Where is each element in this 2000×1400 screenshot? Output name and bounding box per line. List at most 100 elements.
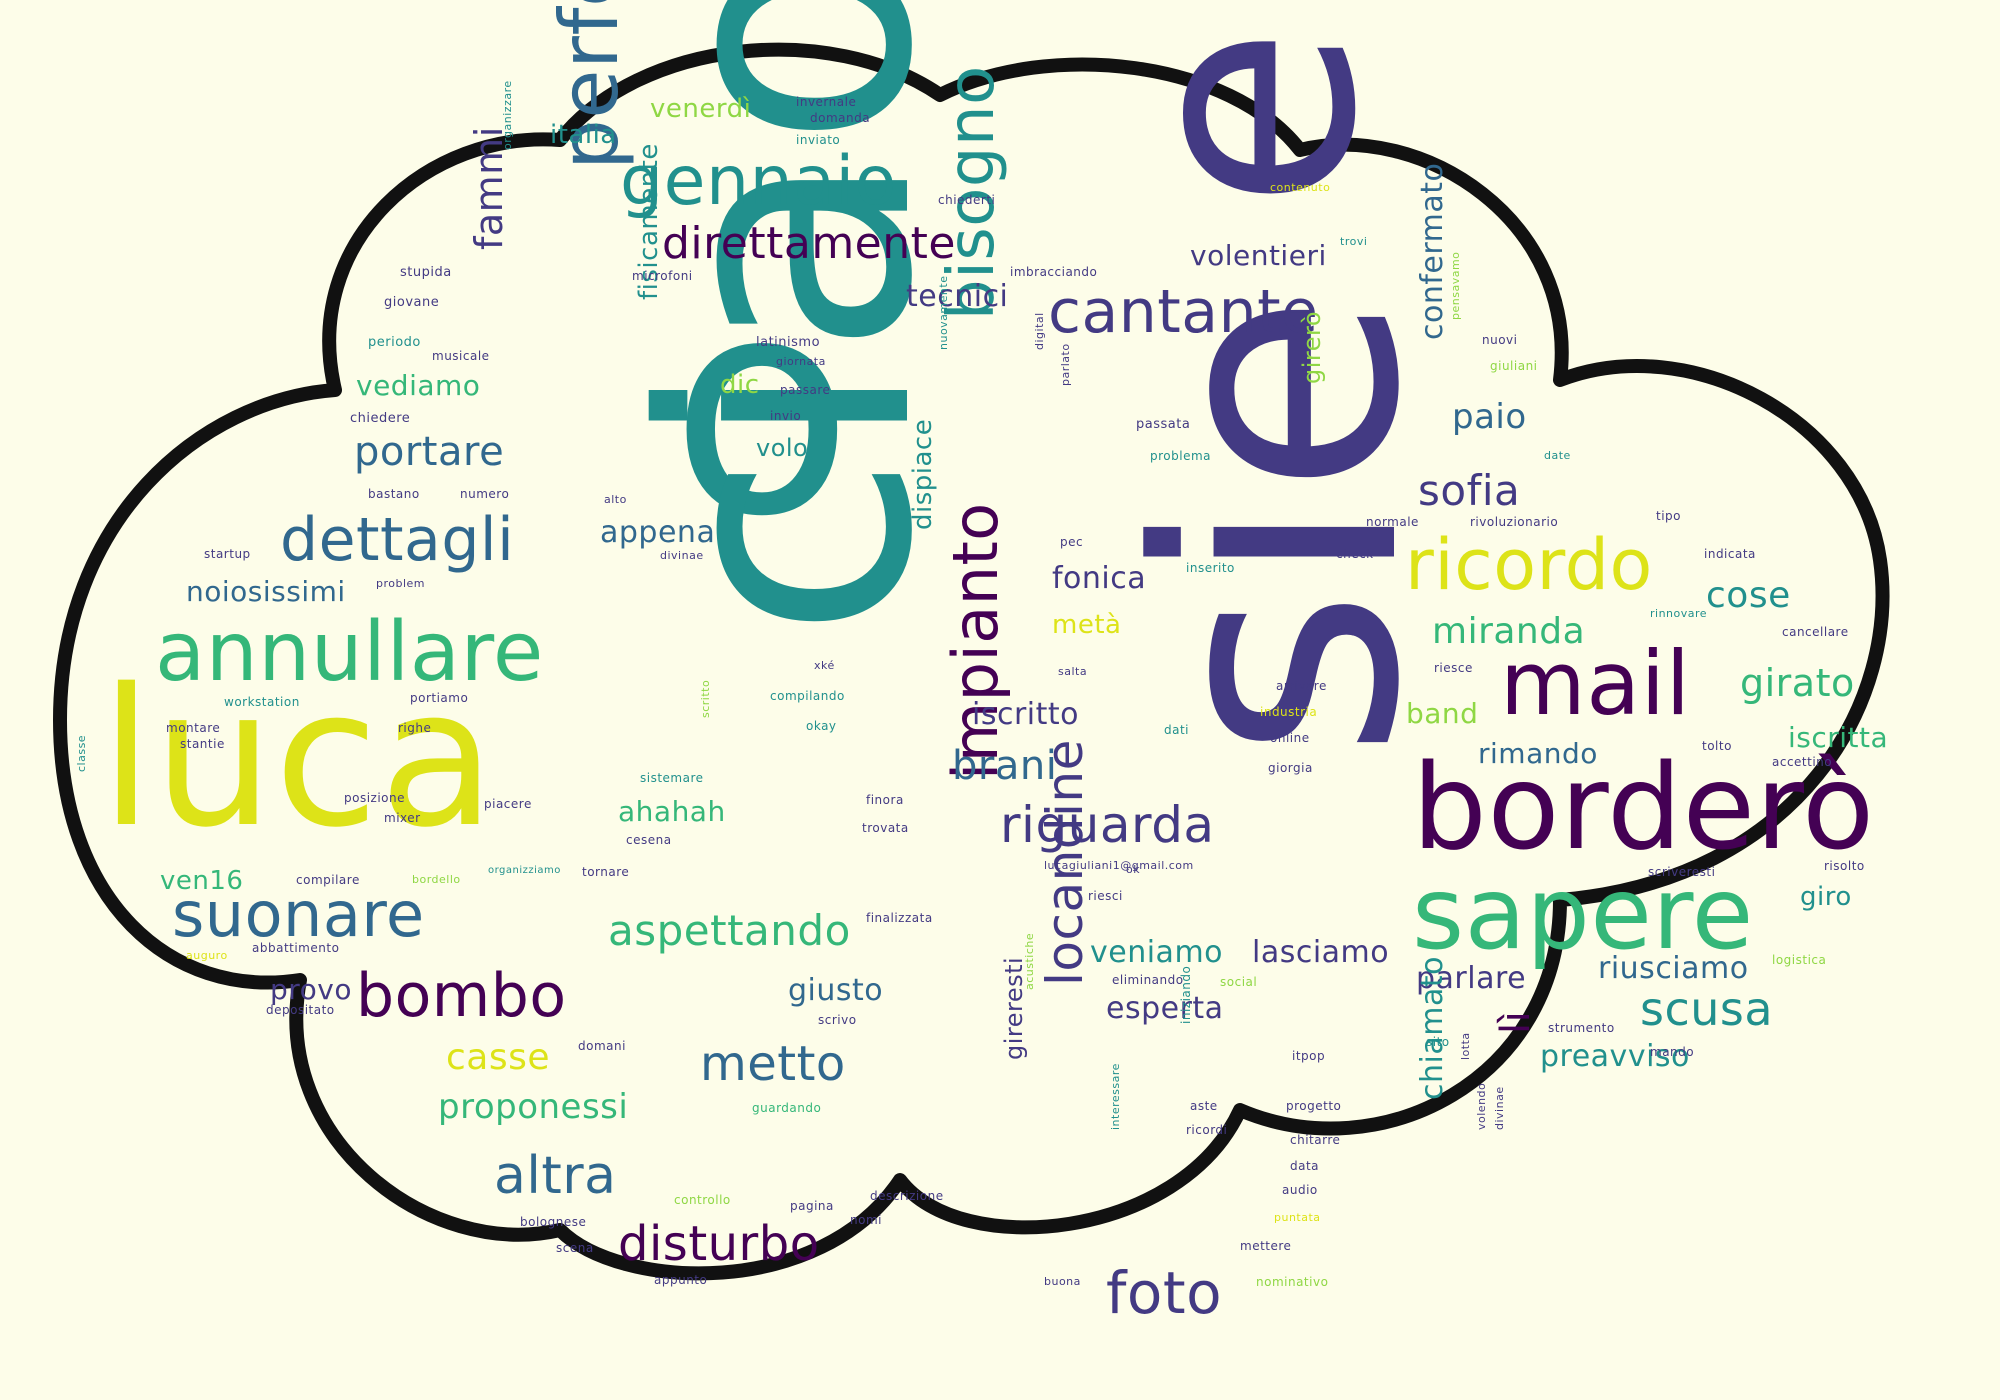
- word-ahahah: ahahah: [618, 795, 726, 828]
- word-social: social: [1220, 975, 1258, 989]
- word-finora: finora: [866, 793, 904, 807]
- word-iscritta: iscritta: [1788, 721, 1889, 754]
- word-paio: paio: [1452, 397, 1527, 437]
- word-workstation: workstation: [224, 695, 300, 709]
- word-dic: dic: [720, 370, 760, 400]
- word-contenuto: contenuto: [1270, 181, 1331, 194]
- word-appunto: appunto: [654, 1273, 708, 1287]
- word-passare: passare: [780, 383, 831, 397]
- word-veniamo: veniamo: [1090, 935, 1224, 970]
- word-dispiace: dispiace: [908, 418, 938, 530]
- word-bordello: bordello: [412, 873, 461, 886]
- word-mettere: mettere: [1240, 1239, 1292, 1253]
- word-disturbo: disturbo: [618, 1216, 820, 1272]
- word-data: data: [1290, 1159, 1320, 1173]
- word-chitarre: chitarre: [1290, 1133, 1341, 1147]
- word-lasciamo: lasciamo: [1252, 935, 1390, 970]
- word-tipo: tipo: [1656, 509, 1681, 523]
- word-classe: classe: [75, 734, 88, 772]
- word-portare: portare: [354, 429, 505, 475]
- word-auguro: auguro: [186, 949, 228, 962]
- word-nominativo: nominativo: [1256, 1275, 1329, 1289]
- word-portiamo: portiamo: [410, 691, 469, 705]
- word-giuliani: giuliani: [1490, 359, 1538, 373]
- word-abbattimento: abbattimento: [252, 941, 340, 955]
- word-pec: pec: [1060, 535, 1084, 549]
- word-direttamente: direttamente: [662, 218, 956, 269]
- word-normale: normale: [1366, 515, 1419, 529]
- word-invio: invio: [770, 409, 802, 423]
- word-proponessi: proponessi: [438, 1087, 629, 1127]
- word-ok: ok: [1126, 863, 1141, 876]
- word-depositato: depositato: [266, 1003, 335, 1017]
- word-trovata: trovata: [862, 821, 909, 835]
- word-sito: sito: [1426, 1035, 1450, 1049]
- word-aste: aste: [1190, 1099, 1218, 1113]
- word-venerdi: venerdì: [650, 94, 752, 124]
- word-luca: luca: [100, 648, 497, 869]
- word-pensavamo: pensavamo: [1449, 251, 1462, 320]
- word-casse: casse: [446, 1037, 551, 1078]
- word-accettino: accettino: [1772, 755, 1833, 769]
- word-girero: girerò: [1298, 310, 1326, 384]
- word-o: o: [670, 233, 855, 582]
- word-foto: foto: [1106, 1259, 1223, 1327]
- word-nuovi: nuovi: [1482, 333, 1518, 347]
- word-problem: problem: [376, 577, 426, 590]
- word-mando: mando: [1650, 1045, 1695, 1059]
- word-giorgia: giorgia: [1268, 761, 1313, 775]
- word-bombo: bombo: [356, 961, 567, 1031]
- word-volo: volo: [756, 434, 809, 462]
- word-risolto: risolto: [1824, 859, 1865, 873]
- word-compilando: compilando: [770, 689, 845, 703]
- word-gennaio: gennaio: [620, 142, 897, 221]
- word-alto: alto: [604, 493, 627, 506]
- word-noiosissimi: noiosissimi: [186, 575, 346, 608]
- word-rinnovare: rinnovare: [1650, 607, 1708, 620]
- word-e: e: [1073, 24, 1422, 210]
- word-giovane: giovane: [384, 295, 440, 310]
- word-xke: xké: [814, 659, 835, 672]
- word-divinae-2: divinae: [1493, 1086, 1506, 1130]
- word-domanda: domanda: [810, 111, 871, 125]
- word-audio: audio: [1282, 1183, 1318, 1197]
- word-progetto: progetto: [1286, 1099, 1342, 1113]
- word-volentieri: volentieri: [1190, 239, 1327, 272]
- word-riesci: riesci: [1088, 889, 1123, 903]
- word-inviato: inviato: [796, 133, 841, 147]
- word-preavviso: preavviso: [1540, 1039, 1690, 1074]
- word-cesena: cesena: [626, 833, 672, 847]
- word-nomi: nomi: [850, 1213, 882, 1227]
- word-date: date: [1544, 449, 1571, 462]
- word-cantante: cantante: [1048, 277, 1319, 347]
- word-guardando: guardando: [752, 1101, 822, 1115]
- word-brani: brani: [952, 743, 1058, 789]
- word-italia: italia: [550, 120, 617, 150]
- word-tecnici: tecnici: [906, 279, 1009, 314]
- word-musicale: musicale: [432, 349, 490, 363]
- word-lucagiuliani: lucagiuliani1@gmail.com: [1044, 859, 1194, 872]
- word-sapere: sapere: [1412, 855, 1754, 972]
- word-tornare: tornare: [582, 865, 630, 879]
- word-passata: passata: [1136, 417, 1191, 432]
- word-miranda: miranda: [1432, 611, 1586, 652]
- word-scritto: scritto: [699, 679, 712, 718]
- word-appena: appena: [600, 515, 716, 550]
- word-buona: buona: [1044, 1275, 1081, 1288]
- word-numero: numero: [460, 487, 510, 501]
- word-strumento: strumento: [1548, 1021, 1615, 1035]
- word-meta: metà: [1052, 610, 1122, 640]
- word-okay: okay: [806, 719, 837, 733]
- word-rivoluzionario: rivoluzionario: [1470, 515, 1559, 529]
- word-trovi: trovi: [1340, 235, 1368, 248]
- word-metto: metto: [700, 1036, 846, 1092]
- word-salta: salta: [1058, 665, 1088, 678]
- word-parlare: parlare: [1416, 961, 1527, 996]
- word-organizziamo: organizziamo: [488, 865, 561, 876]
- word-impianto: impianto: [939, 502, 1012, 780]
- word-sistemare: sistemare: [640, 771, 704, 785]
- word-piacere: piacere: [484, 797, 532, 811]
- word-inserito: inserito: [1186, 561, 1235, 575]
